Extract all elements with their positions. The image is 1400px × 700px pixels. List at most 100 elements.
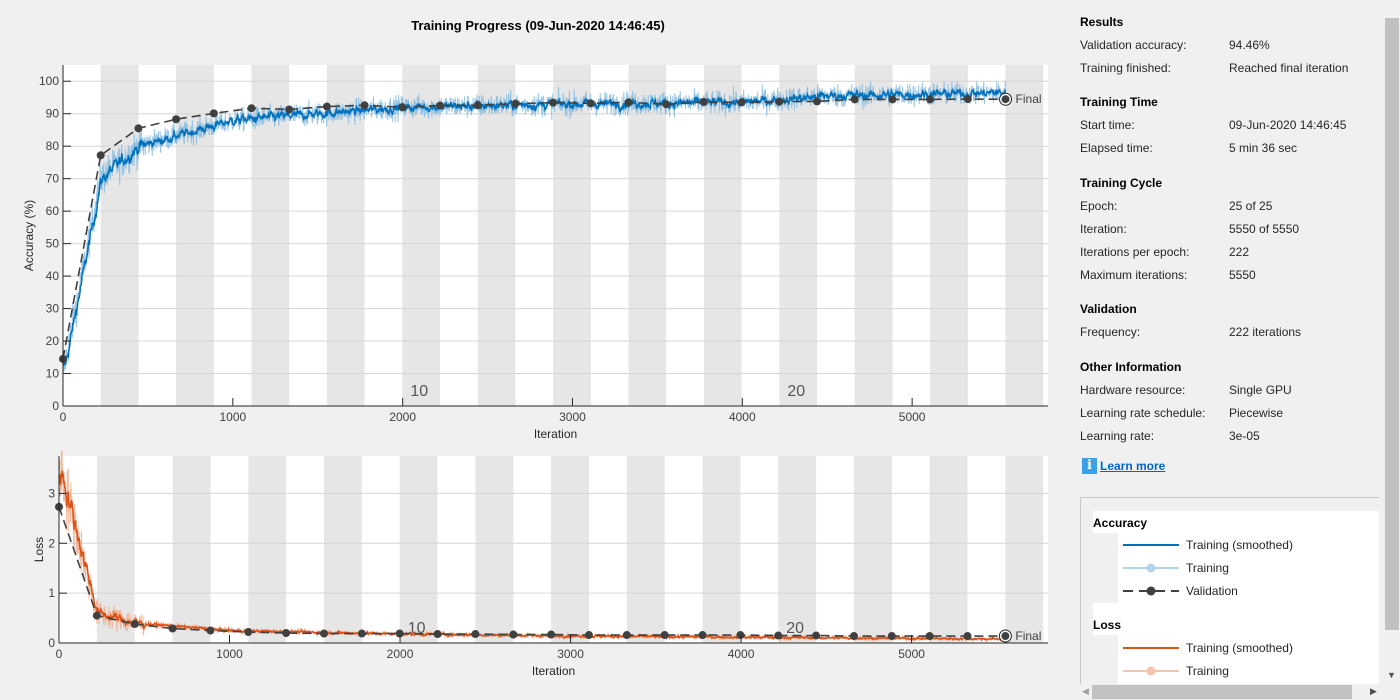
validation-point [887,632,896,641]
epoch-band [1005,456,1044,643]
legend-label: Validation [1186,584,1238,598]
training-cycle-heading: Training Cycle [1080,176,1163,190]
accuracy-validation-line [62,98,1006,360]
vertical-scrollbar[interactable]: ▼ [1384,0,1400,686]
epoch-band [930,65,968,406]
info-icon: i [1082,458,1097,474]
validation-point [888,95,897,104]
legend: Accuracy Training (smoothed) Training Va… [1080,497,1379,688]
legend-item-loss-training: Training [1121,661,1379,681]
y-tick-label: 0 [48,636,55,650]
epoch-row: Epoch: 25 of 25 [1080,199,1380,215]
epoch-band [100,65,139,406]
learn-more-link[interactable]: Learn more [1100,459,1166,473]
value: 09-Jun-2020 14:46:45 [1229,118,1347,132]
validation-point [168,624,177,633]
validation-point [549,98,558,107]
scroll-right-arrow-icon[interactable]: ▶ [1370,686,1377,696]
legend-label: Training [1186,664,1229,678]
validation-point [244,628,253,637]
label: Start time: [1080,118,1135,132]
x-tick-label: 3000 [559,410,586,424]
x-tick-label: 1000 [216,647,243,661]
lr-schedule-row: Learning rate schedule: Piecewise [1080,406,1380,422]
y-tick-label: 60 [46,204,60,218]
label: Elapsed time: [1080,141,1153,155]
epoch-band [477,65,516,406]
start-time-row: Start time: 09-Jun-2020 14:46:45 [1080,118,1380,134]
y-tick-label: 3 [48,486,55,500]
y-tick-label: 50 [46,237,60,251]
validation-point-final [1001,632,1010,641]
y-tick-label: 70 [46,172,60,186]
validation-heading: Validation [1080,302,1137,316]
x-tick-label: 2000 [387,647,414,661]
validation-point [433,630,442,639]
line-marker-swatch-icon [1123,563,1179,573]
epoch-band [778,456,817,643]
legend-panel: Accuracy Training (smoothed) Training Va… [1093,511,1379,688]
loss-training-smoothed-line [58,470,1006,642]
validation-point [963,632,972,641]
scrollbar-thumb[interactable] [1385,18,1399,630]
learn-more[interactable]: i Learn more [1082,458,1165,474]
validation-point [925,632,934,641]
line-swatch-icon [1123,544,1179,546]
x-tick-label: 0 [56,647,63,661]
horizontal-scrollbar[interactable]: ◀ ▶ [1080,684,1384,700]
line-marker-swatch-icon [1123,666,1179,676]
scroll-left-arrow-icon[interactable]: ◀ [1082,686,1089,696]
x-tick-label: 4000 [729,410,756,424]
other-info-heading: Other Information [1080,360,1182,374]
validation-point [471,630,480,639]
y-axis-label: Accuracy (%) [22,200,36,271]
validation-point [624,98,633,107]
validation-point [662,100,671,109]
label: Iteration: [1080,222,1127,236]
validation-point [395,629,404,638]
validation-point [206,626,215,635]
label: Validation accuracy: [1080,38,1187,52]
label: Learning rate: [1080,429,1155,443]
x-axis-label: Iteration [534,427,577,441]
scroll-down-arrow-icon[interactable]: ▼ [1387,670,1396,680]
validation-point [319,629,328,638]
label: Frequency: [1080,325,1141,339]
validation-point [322,102,331,111]
training-plots: Training Progress (09-Jun-2020 14:46:45)… [22,18,1048,678]
x-tick-label: 3000 [557,647,584,661]
validation-point [92,611,101,620]
validation-point [736,631,745,640]
legend-item-accuracy-validation: Validation [1121,581,1379,601]
validation-point [547,630,556,639]
y-tick-label: 1 [48,586,55,600]
elapsed-time-row: Elapsed time: 5 min 36 sec [1080,141,1380,157]
dashed-marker-swatch-icon [1123,586,1179,596]
epoch-band [475,456,514,643]
y-tick-label: 40 [46,269,60,283]
validation-point [622,631,631,640]
final-label: Final [1016,92,1042,106]
legend-gutter [1093,533,1118,603]
legend-label: Training (smoothed) [1186,538,1293,552]
label: Epoch: [1080,199,1118,213]
validation-point [586,99,595,108]
value: 222 iterations [1229,325,1302,339]
scrollbar-thumb[interactable] [1092,685,1352,699]
epoch-band [929,456,968,643]
y-tick-label: 80 [46,139,60,153]
label: Hardware resource: [1080,383,1186,397]
validation-point [398,103,407,112]
validation-point [849,632,858,641]
validation-point [698,631,707,640]
y-tick-label: 90 [46,107,60,121]
validation-point [737,98,746,107]
validation-point [774,631,783,640]
validation-point [509,630,518,639]
accuracy-training-smoothed-line [62,88,1007,366]
validation-point [282,629,291,638]
y-axis-label: Loss [32,537,46,562]
validation-point [209,109,218,118]
label: Learning rate schedule: [1080,406,1206,420]
